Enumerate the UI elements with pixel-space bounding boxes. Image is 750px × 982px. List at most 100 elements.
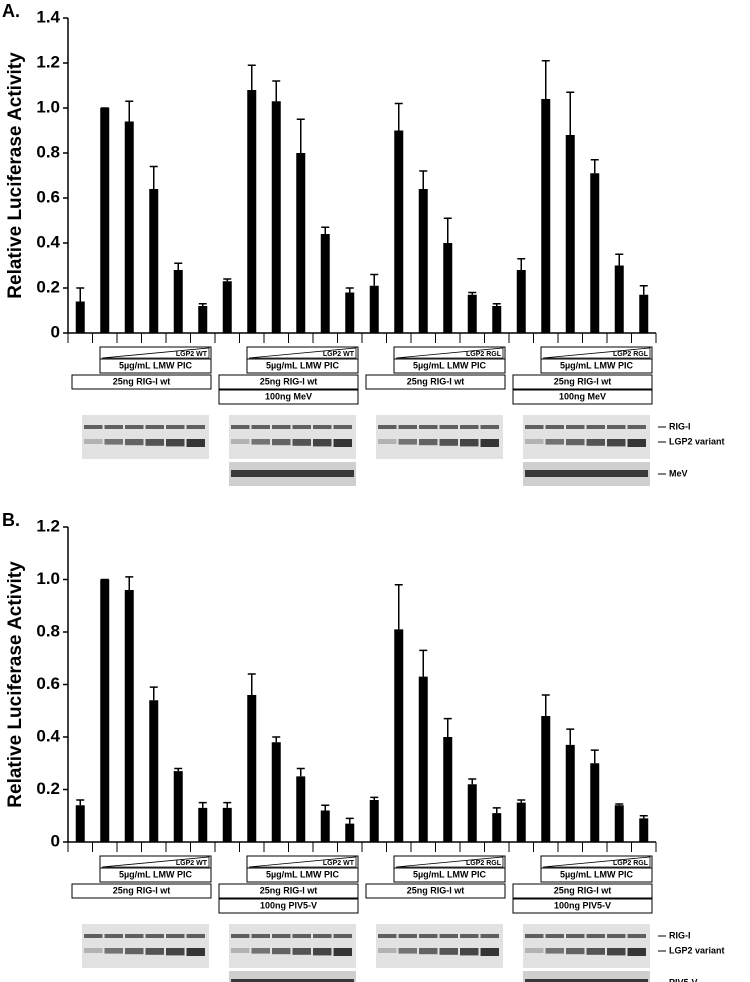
bar: [320, 810, 330, 842]
blot-band: [145, 425, 164, 429]
bar: [369, 285, 379, 333]
bar: [492, 306, 502, 333]
blot-band: [292, 948, 311, 955]
rig-box: [365, 374, 506, 390]
gradient-wedge: [101, 856, 210, 868]
blot-band: [145, 948, 164, 955]
blot-band: [627, 948, 646, 956]
error-bar: [370, 273, 379, 286]
bar: [516, 270, 526, 333]
rig-box: [218, 883, 359, 899]
gradient-wedge: [395, 856, 504, 868]
blot: [523, 415, 650, 459]
blot-band: [104, 934, 123, 938]
blot-band: [186, 934, 205, 938]
virus-label: 100ng MeV: [265, 391, 312, 401]
blot-band: [607, 439, 626, 447]
variant-label: LGP2 WT: [323, 860, 355, 867]
pic-label: 5µg/mL LMW PIC: [413, 869, 487, 879]
error-bar: [247, 673, 256, 695]
pic-label: 5µg/mL LMW PIC: [560, 869, 634, 879]
pic-label: 5µg/mL LMW PIC: [266, 869, 340, 879]
pic-box: [540, 867, 653, 883]
blot-band: [186, 439, 205, 447]
blot-band: [419, 439, 438, 446]
error-bar: [615, 253, 624, 266]
bar: [124, 590, 134, 842]
rig-label: 25ng RIG-I wt: [407, 376, 465, 386]
bar: [492, 813, 502, 842]
blot-band: [627, 934, 646, 938]
bar: [443, 737, 453, 842]
error-bar: [198, 303, 207, 306]
error-bar: [443, 217, 452, 243]
y-tick-label: 0.2: [36, 779, 60, 798]
bar: [198, 306, 208, 333]
error-bar: [541, 60, 550, 99]
pic-box: [393, 867, 506, 883]
blot-band: [145, 439, 164, 446]
blot-band: [586, 948, 605, 955]
blot-band: [419, 425, 438, 429]
blot-band: [272, 439, 291, 446]
blot-band: [104, 425, 123, 429]
blot-band: [272, 934, 291, 938]
y-tick-label: 0.4: [36, 232, 60, 251]
blot-band: [251, 948, 270, 954]
blot-band: [125, 425, 144, 429]
blot-band: [525, 979, 648, 982]
blot-band: [104, 439, 123, 445]
bar: [394, 130, 404, 333]
variant-label: LGP2 RGL: [613, 351, 649, 358]
y-tick-label: 1.0: [36, 569, 60, 588]
error-bar: [247, 64, 256, 90]
error-bar: [296, 118, 305, 153]
error-bar: [321, 804, 330, 811]
error-bar: [174, 262, 183, 270]
bar: [369, 800, 379, 842]
blot-band: [378, 948, 397, 953]
y-tick-label: 0: [51, 322, 60, 341]
blot-band: [545, 439, 564, 445]
gradient-wedge: [542, 856, 651, 868]
blot-band: [607, 425, 626, 429]
gradient-wedge: [101, 347, 210, 359]
blot-band: [460, 948, 479, 956]
y-tick-label: 0: [51, 831, 60, 850]
blot-band: [566, 934, 585, 938]
blot-band: [525, 948, 544, 953]
pic-box: [99, 867, 212, 883]
blot-band: [186, 948, 205, 956]
virus-box: [218, 389, 359, 405]
virus-label: 100ng PIV5-V: [554, 900, 611, 910]
pic-label: 5µg/mL LMW PIC: [560, 360, 634, 370]
bar: [247, 695, 257, 842]
y-axis-label: Relative Luciferase Activity: [5, 52, 26, 299]
bar: [271, 101, 281, 333]
error-bar: [272, 736, 281, 743]
error-bar: [125, 576, 134, 590]
blot-band: [272, 425, 291, 429]
pic-label: 5µg/mL LMW PIC: [119, 360, 193, 370]
blot-band: [166, 439, 185, 447]
blot-label: LGP2 variant: [669, 945, 725, 955]
blot-band: [586, 425, 605, 429]
pic-label: 5µg/mL LMW PIC: [119, 869, 193, 879]
bar: [394, 629, 404, 842]
error-bar: [566, 728, 575, 745]
error-bar: [223, 278, 232, 282]
rig-box: [365, 883, 506, 899]
error-bar: [272, 80, 281, 102]
error-bar: [468, 291, 477, 295]
blot-band: [525, 425, 544, 429]
bar: [565, 135, 575, 333]
blot: [82, 924, 209, 968]
panel-label: B.: [2, 510, 20, 530]
bar: [639, 818, 649, 842]
blot-band: [607, 934, 626, 938]
blot: [229, 415, 356, 459]
variant-label: LGP2 RGL: [466, 351, 502, 358]
bar: [296, 776, 306, 842]
variant-label: LGP2 WT: [176, 351, 208, 358]
blot-band: [419, 934, 438, 938]
